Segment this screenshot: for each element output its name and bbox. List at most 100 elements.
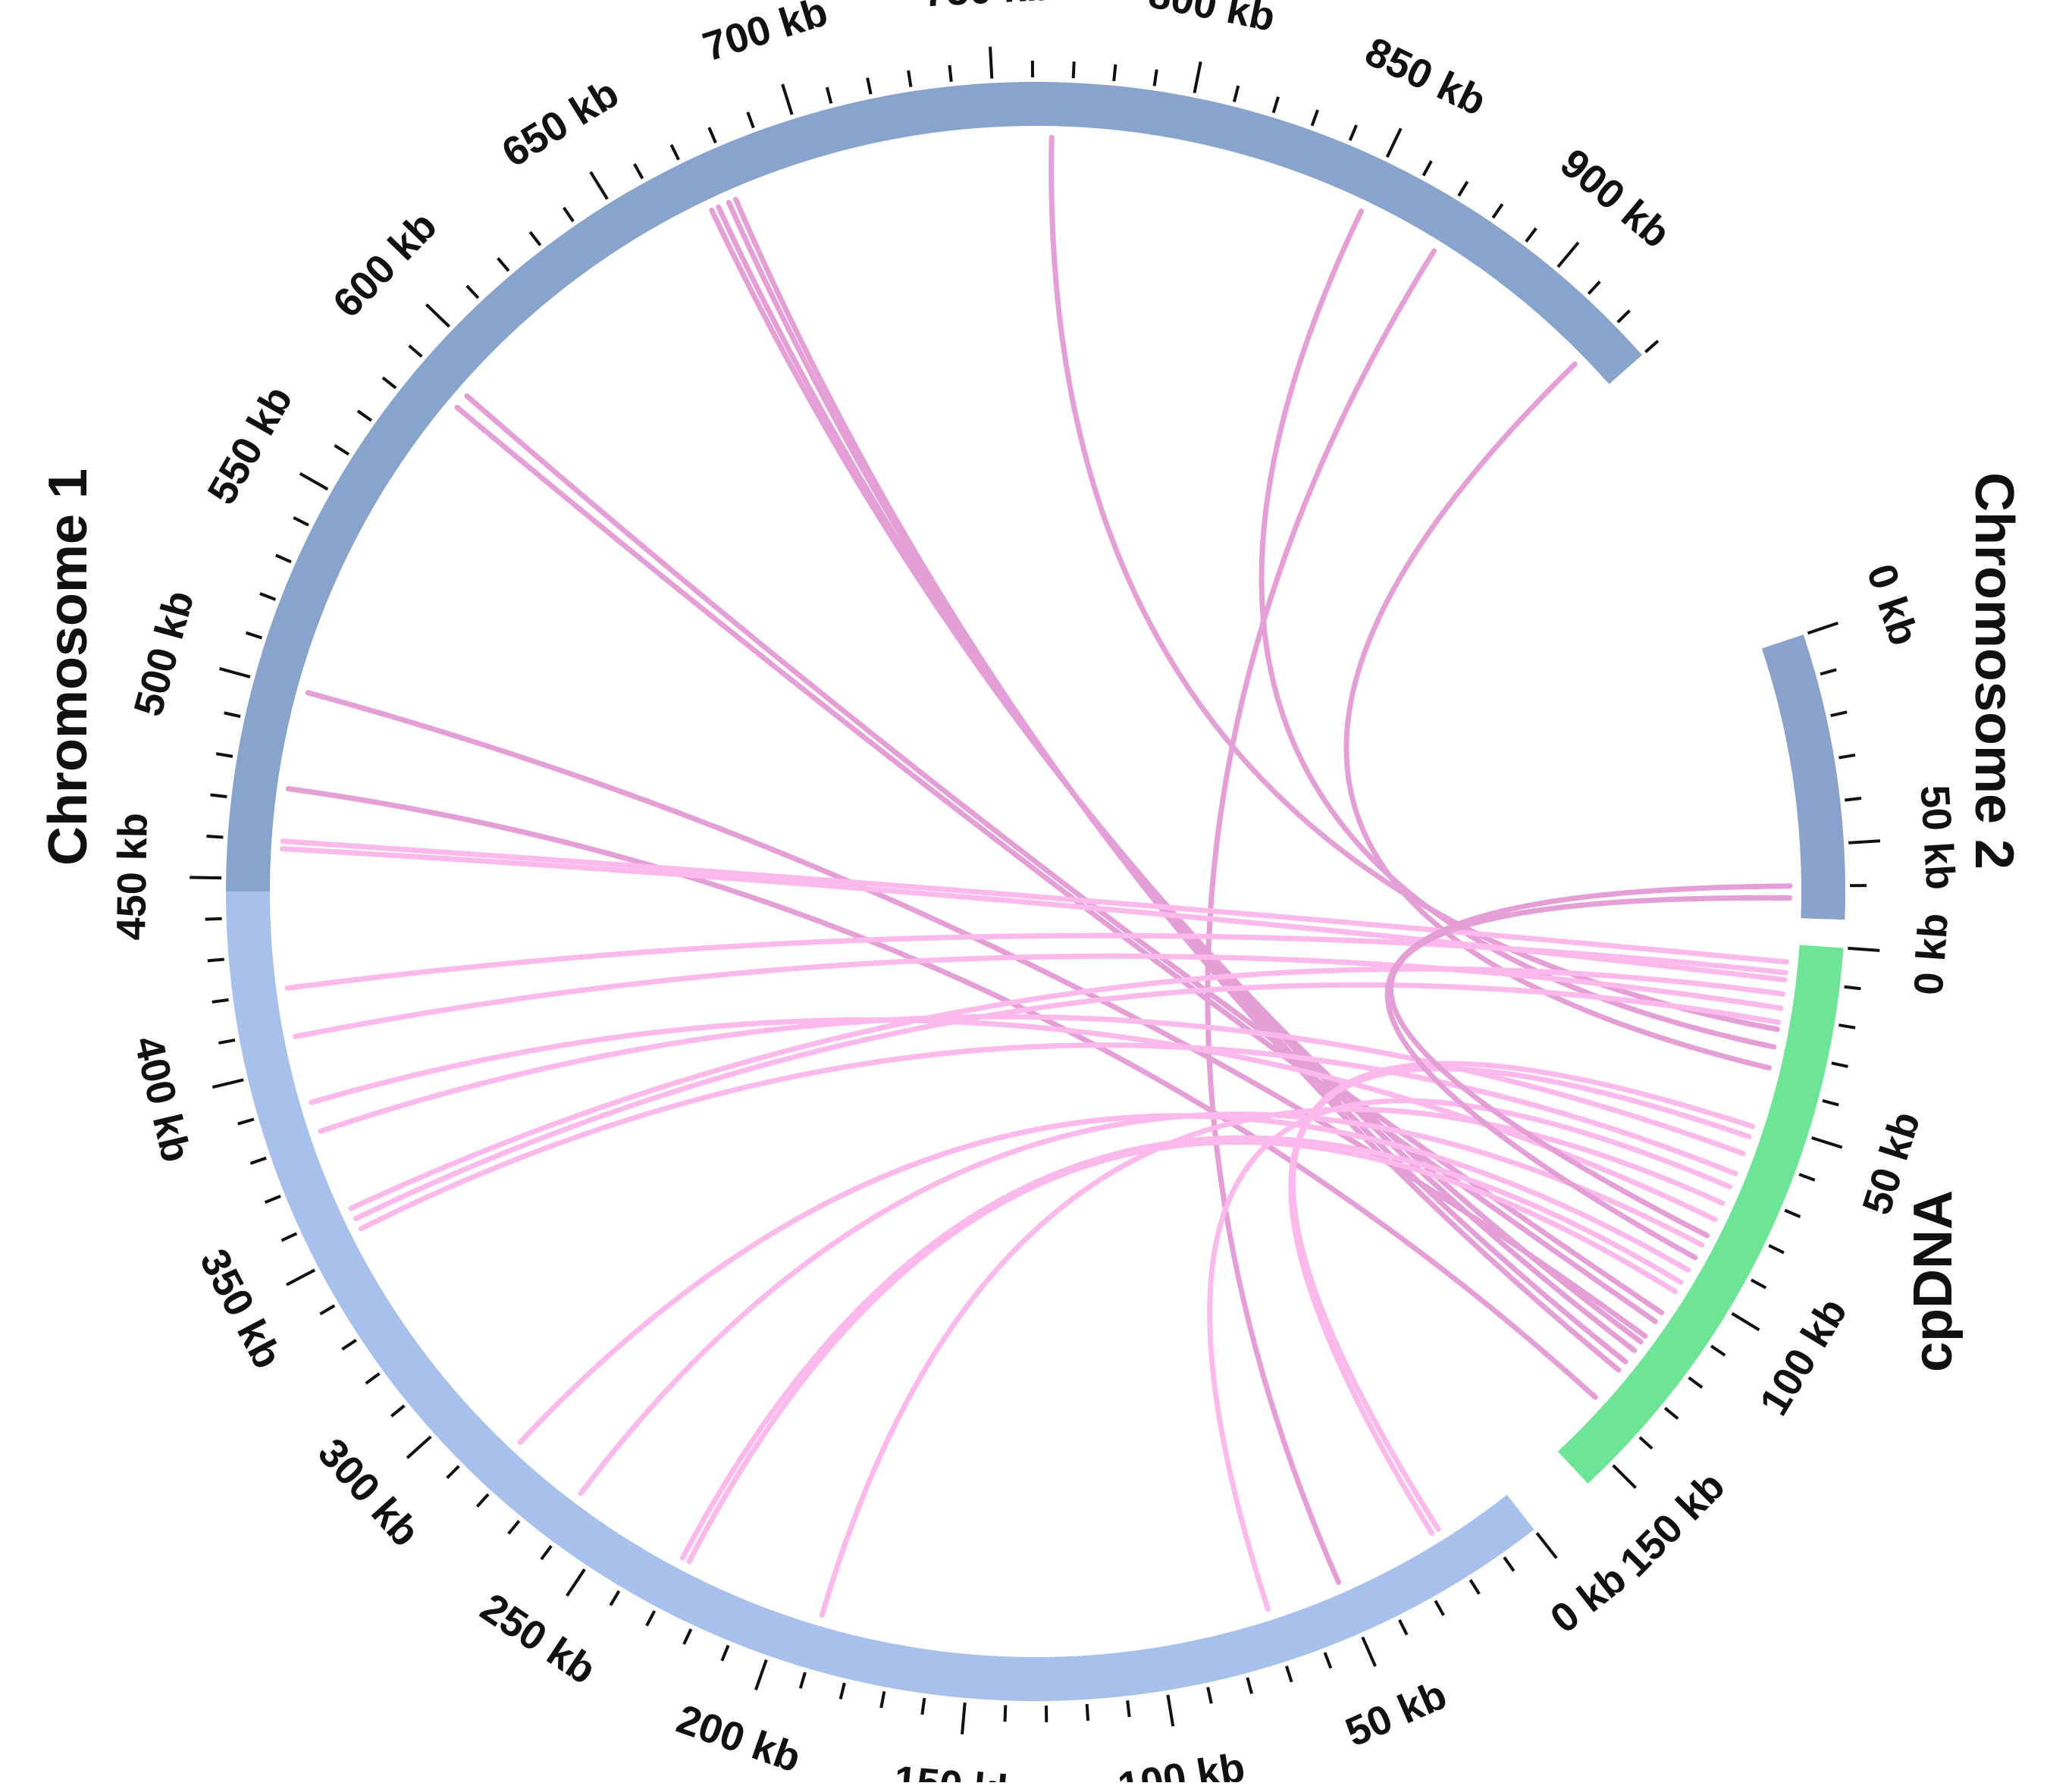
tick-chr1-450	[190, 877, 221, 878]
tick-label-chr1-850: 850 kb	[1359, 29, 1494, 125]
tick-chr1-690	[748, 112, 754, 128]
tick-chr1-180	[841, 1683, 845, 1699]
tick-chr2-30	[1838, 755, 1855, 758]
link-6	[1208, 251, 1434, 1582]
tick-chr1-840	[1350, 125, 1356, 140]
tick-chr2-50	[1848, 841, 1880, 843]
tick-chr1-620	[498, 258, 509, 271]
tick-chr1-820	[1274, 97, 1278, 113]
tick-chr1-370	[265, 1196, 281, 1202]
tick-chr1-30	[1435, 1601, 1444, 1615]
tick-label-chr2-50: 50 kb	[1912, 784, 1964, 891]
tick-chr1-200	[756, 1660, 766, 1690]
tick-chr1-550	[300, 474, 328, 490]
tick-cpdna-40	[1823, 1101, 1838, 1105]
tick-chr1-590	[409, 346, 422, 356]
tick-chr1-900	[1558, 243, 1578, 267]
tick-chr1-500	[219, 669, 250, 677]
tick-chr1-460	[206, 836, 223, 837]
tick-label-chr1-600: 600 kb	[324, 203, 446, 327]
tick-chr1-240	[610, 1591, 619, 1606]
tick-cpdna-80	[1769, 1246, 1784, 1253]
tick-chr1-480	[216, 754, 233, 757]
tick-chr1-220	[684, 1629, 691, 1644]
tick-chr1-440	[205, 919, 222, 920]
tick-label-chr1-500: 500 kb	[125, 586, 202, 721]
tick-cpdna-130	[1665, 1408, 1678, 1418]
tick-chr1-380	[250, 1158, 266, 1164]
tick-chr1-330	[342, 1340, 356, 1349]
tick-label-chr1-800: 800 kb	[1145, 0, 1279, 40]
tick-label-chr1-550: 550 kb	[199, 378, 301, 512]
tick-chr1-320	[366, 1374, 380, 1383]
tick-chr1-740	[949, 65, 951, 82]
tick-chr1-160	[922, 1698, 924, 1715]
tick-chr1-280	[477, 1494, 488, 1506]
link-11	[288, 788, 1595, 1397]
tick-label-chr1-900: 900 kb	[1552, 140, 1679, 257]
tick-label-chr1-50: 50 kb	[1339, 1672, 1453, 1755]
tick-label-chr1-0: 0 kb	[1542, 1556, 1635, 1642]
tick-chr1-90	[1208, 1687, 1212, 1704]
tick-chr1-930	[1645, 341, 1657, 352]
tick-cpdna-120	[1689, 1377, 1703, 1387]
tick-cpdna-30	[1832, 1063, 1848, 1067]
tick-chr1-170	[881, 1691, 884, 1708]
tick-label-chr1-700: 700 kb	[697, 0, 832, 70]
tick-label-cpdna-100: 100 kb	[1751, 1290, 1856, 1423]
tick-chr1-570	[358, 411, 371, 421]
tick-chr1-340	[320, 1305, 334, 1314]
tick-chr1-660	[635, 164, 643, 178]
tick-chr1-880	[1493, 204, 1502, 218]
tick-label-chr1-100: 100 kb	[1114, 1744, 1248, 1782]
tick-chr1-190	[801, 1672, 805, 1688]
tick-cpdna-110	[1711, 1346, 1725, 1355]
tick-chr1-810	[1234, 86, 1238, 102]
tick-cpdna-60	[1799, 1174, 1815, 1180]
tick-chr1-670	[671, 145, 679, 160]
tick-chr1-710	[827, 87, 832, 103]
tick-chr1-780	[1114, 64, 1115, 81]
tick-chr1-70	[1287, 1666, 1292, 1682]
tick-chr1-210	[722, 1646, 728, 1661]
tick-label-chr1-750: 750 kb	[922, 0, 1052, 15]
tick-chr1-0	[1537, 1533, 1556, 1558]
tick-chr1-650	[591, 172, 607, 199]
tick-cpdna-100	[1732, 1314, 1760, 1330]
tick-chr1-720	[867, 78, 870, 95]
tick-chr1-610	[467, 286, 478, 298]
tick-label-chr1-150: 150 kb	[892, 1758, 1023, 1782]
tick-chr1-60	[1324, 1653, 1331, 1668]
tick-chr1-920	[1618, 311, 1630, 322]
tick-cpdna-70	[1785, 1211, 1800, 1217]
tick-chr1-260	[541, 1546, 551, 1559]
tick-chr1-630	[530, 232, 540, 245]
tick-chr1-20	[1470, 1580, 1479, 1594]
tick-chr1-50	[1362, 1637, 1375, 1666]
tick-chr1-680	[709, 127, 716, 143]
tick-chr2-40	[1845, 798, 1861, 800]
tick-chr1-850	[1387, 128, 1401, 157]
tick-chr1-150	[962, 1703, 965, 1734]
tick-chr1-910	[1588, 281, 1600, 293]
tick-chr1-100	[1168, 1695, 1173, 1726]
tick-chr1-350	[287, 1270, 315, 1285]
tick-label-chr1-650: 650 kb	[494, 70, 627, 176]
tick-chr1-800	[1194, 61, 1200, 92]
segment-label-chr1: Chromosome 1	[38, 468, 99, 866]
tick-chr1-230	[647, 1611, 654, 1625]
tick-cpdna-140	[1640, 1437, 1652, 1449]
tick-chr1-470	[210, 794, 227, 797]
ideogram-chromosome-1-upper	[226, 82, 1642, 891]
tick-chr1-520	[260, 594, 276, 600]
tick-chr1-270	[509, 1521, 519, 1534]
tick-cpdna-90	[1751, 1280, 1766, 1287]
tick-cpdna-50	[1812, 1138, 1842, 1148]
tick-chr1-580	[383, 378, 396, 388]
tick-chr1-250	[567, 1569, 585, 1596]
tick-cpdna-20	[1838, 1025, 1855, 1028]
tick-cpdna-0	[1848, 948, 1879, 951]
tick-label-chr1-250: 250 kb	[472, 1584, 603, 1693]
